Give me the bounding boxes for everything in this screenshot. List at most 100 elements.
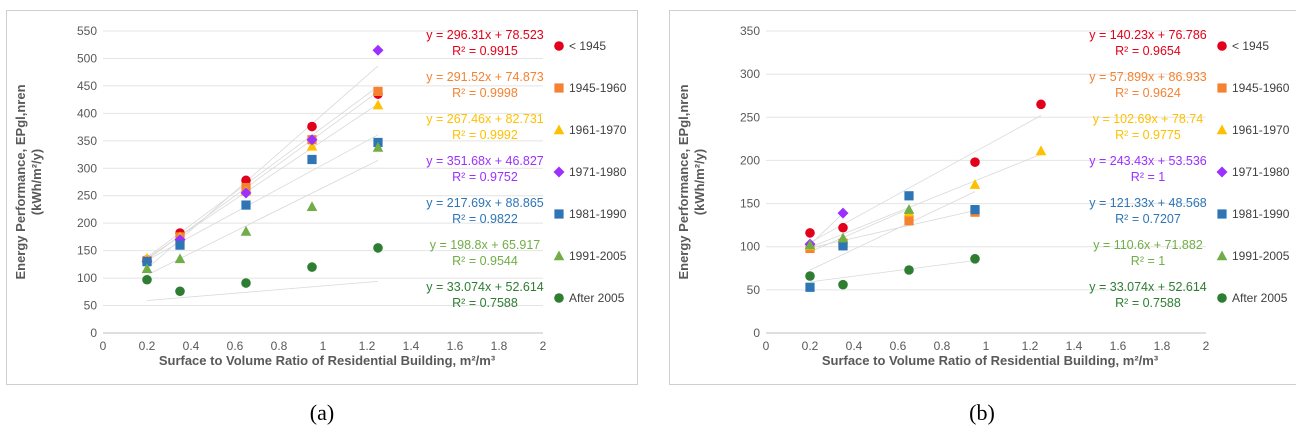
trend-r2: R² = 0.9752	[452, 170, 518, 184]
data-point	[241, 278, 251, 288]
data-point	[241, 200, 251, 210]
y-axis-label-line2: (kWh/m²/y)	[692, 149, 707, 215]
trend-equation: y = 351.68x + 46.827	[426, 154, 544, 168]
y-tick-label: 100	[740, 240, 760, 254]
y-tick-label: 300	[740, 67, 760, 81]
legend-marker	[553, 124, 565, 135]
chart-b-svg: 0 50 100 150 200 250 300 350 0 0.2 0.4 0.6 0.8 1 1.2 1.…	[676, 24, 1290, 368]
legend-label: 1945-1960	[1232, 81, 1290, 95]
data-point	[175, 286, 185, 297]
data-point	[970, 253, 980, 264]
data-point	[372, 99, 384, 110]
x-tick-label: 0.8	[271, 339, 288, 353]
data-point	[175, 240, 185, 250]
data-point	[372, 141, 384, 152]
data-point	[142, 274, 152, 285]
trend-equation: y = 102.69x + 78.74	[1093, 112, 1204, 126]
data-point	[903, 204, 915, 214]
trendline	[146, 134, 379, 261]
legend-marker	[1216, 124, 1228, 135]
x-tick-label: 1.6	[447, 339, 464, 353]
legend-marker	[554, 209, 564, 219]
trend-equation: y = 57.899x + 86.933	[1089, 70, 1207, 84]
data-point	[837, 207, 849, 219]
data-point	[241, 175, 251, 186]
trend-equation: y = 291.52x + 74.873	[426, 70, 544, 84]
y-tick-label: 350	[77, 134, 97, 148]
trend-equation: y = 296.31x + 78.523	[426, 28, 544, 42]
x-tick-label: 0.2	[139, 339, 156, 353]
trendline	[146, 159, 379, 276]
x-tick-label: 1	[320, 339, 327, 353]
data-point	[307, 154, 317, 165]
x-tick-label: 0.8	[934, 339, 951, 353]
y-tick-label: 200	[740, 153, 760, 167]
data-point	[307, 121, 317, 132]
data-point	[804, 239, 816, 250]
trend-equation: y = 217.69x + 88.865	[426, 196, 544, 210]
trend-equation: y = 33.074x + 52.614	[426, 280, 544, 294]
legend-marker	[554, 293, 564, 303]
trend-r2: R² = 0.9915	[452, 44, 518, 58]
legend-label: After 2005	[569, 291, 625, 305]
y-tick-label: 200	[77, 216, 97, 230]
trend-equation: y = 33.074x + 52.614	[1089, 280, 1207, 294]
trend-r2: R² = 1	[1131, 170, 1165, 184]
data-point	[805, 228, 815, 238]
y-tick-label: 150	[77, 244, 97, 258]
data-point	[970, 157, 980, 167]
trend-r2: R² = 0.9998	[452, 86, 518, 100]
trendline	[809, 191, 976, 271]
legend-label: 1945-1960	[569, 81, 627, 95]
trend-r2: R² = 0.9624	[1115, 86, 1181, 100]
x-axis-label: Surface to Volume Ratio of Residential B…	[159, 353, 496, 368]
legend-marker	[1217, 83, 1227, 93]
y-axis-label-line2: (kWh/m²/y)	[29, 149, 44, 215]
data-point	[837, 232, 849, 243]
y-tick-label: 450	[77, 79, 97, 93]
data-point	[969, 179, 981, 189]
trend-r2: R² = 0.7207	[1115, 212, 1181, 226]
legend-marker	[1216, 166, 1228, 178]
trend-equation: y = 198.8x + 65.917	[430, 238, 541, 252]
trend-r2: R² = 0.9654	[1115, 44, 1181, 58]
trendline	[146, 281, 379, 301]
trendline	[146, 91, 379, 261]
data-point	[306, 140, 318, 151]
trendline	[146, 65, 379, 269]
legend-label: 1961-1970	[1232, 123, 1290, 137]
trend-r2: R² = 0.9822	[452, 212, 518, 226]
data-point	[838, 279, 848, 290]
x-tick-label: 2	[1203, 339, 1210, 353]
y-tick-label: 50	[84, 299, 98, 313]
legend-label: 1961-1970	[569, 123, 627, 137]
chart-panel-a: 0 50 100 150 200 250 300 350 400 450 500 550 0 0.2 0.4…	[6, 10, 638, 385]
x-tick-label: 0.4	[846, 339, 863, 353]
legend-marker	[553, 166, 565, 178]
trendline	[809, 208, 910, 253]
x-tick-label: 0.4	[183, 339, 200, 353]
data-point	[373, 86, 383, 96]
data-point	[904, 216, 914, 226]
legend-label: 1971-1980	[569, 165, 627, 179]
x-tick-label: 1.6	[1110, 339, 1127, 353]
legend-marker	[554, 41, 564, 51]
trendline	[809, 210, 976, 249]
y-tick-label: 0	[90, 326, 97, 340]
legend-marker	[554, 83, 564, 93]
legend-marker	[1217, 209, 1227, 219]
trendline	[146, 86, 379, 258]
trend-r2: R² = 0.9544	[452, 254, 518, 268]
trend-r2: R² = 0.7588	[452, 296, 518, 310]
x-tick-label: 0.2	[802, 339, 819, 353]
trendline	[809, 260, 976, 283]
x-tick-label: 1	[983, 339, 990, 353]
trend-equation: y = 110.6x + 71.882	[1093, 238, 1203, 252]
data-point	[372, 44, 384, 56]
data-point	[306, 201, 318, 212]
data-point	[1035, 145, 1047, 156]
y-tick-label: 500	[77, 51, 97, 65]
y-tick-label: 100	[77, 271, 97, 285]
data-point	[373, 243, 383, 253]
trend-r2: R² = 0.7588	[1115, 296, 1181, 310]
